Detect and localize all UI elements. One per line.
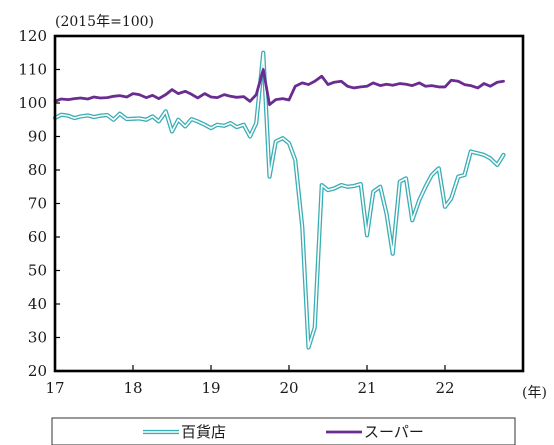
x-tick-label: 19 [201,379,220,397]
y-unit-label: (2015年=100) [55,14,154,30]
y-tick-label: 110 [18,61,47,79]
plot-area [52,50,506,350]
x-unit-label: (年) [522,385,547,401]
y-tick-label: 30 [28,329,47,347]
legend-label: 百貨店 [181,423,226,441]
legend-box [51,417,516,445]
y-tick-label: 90 [28,128,47,146]
y-tick-label: 120 [18,27,47,45]
y-tick-label: 60 [28,228,47,246]
legend: 百貨店 スーパー [51,417,516,445]
x-tick-label: 22 [435,379,454,397]
y-tick-label: 20 [28,362,47,380]
legend-label: スーパー [364,423,424,441]
x-tick-label: 18 [123,379,142,397]
axes: 20 30 40 50 60 70 80 90 100 110 120 17 18 19 20 21 22 [18,27,525,397]
x-tick-label: 17 [45,379,64,397]
y-tick-label: 50 [28,262,47,280]
y-tick-label: 40 [28,295,47,313]
y-tick-label: 80 [28,161,47,179]
plot-frame [53,34,525,373]
x-tick-label: 21 [357,379,376,397]
series-line-super [53,68,505,107]
y-tick-label: 100 [18,94,47,112]
y-tick-label: 70 [28,195,47,213]
x-tick-label: 20 [279,379,298,397]
series-line-depato-inner [54,51,505,349]
